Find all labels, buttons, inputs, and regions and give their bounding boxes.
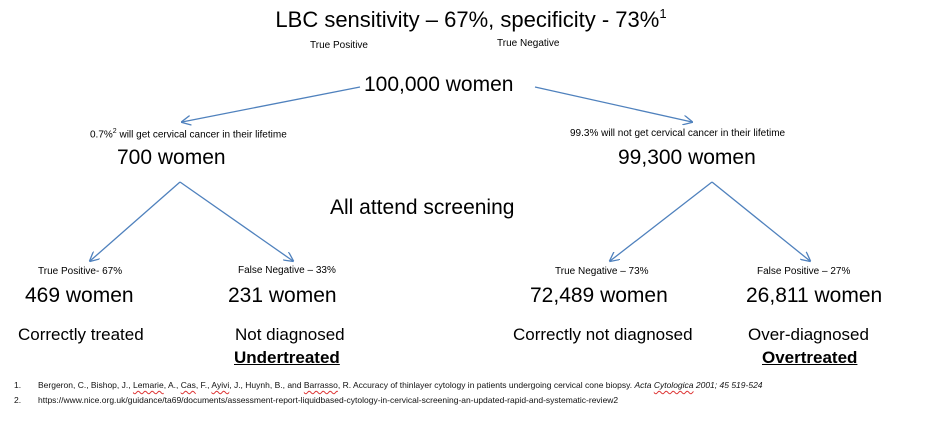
- ref1-part: , F.,: [195, 380, 212, 390]
- diagram-title: LBC sensitivity – 67%, specificity - 73%…: [0, 6, 942, 33]
- ref1-part: Bergeron, C., Bishop, J.,: [38, 380, 133, 390]
- arrow-root-left: [182, 86, 361, 122]
- ref1-part: , A.,: [163, 380, 181, 390]
- ref1-part: Barrasso: [303, 380, 338, 390]
- true-positive-caption: True Positive: [310, 40, 368, 51]
- fn-outcome: Not diagnosed: [235, 325, 345, 344]
- reference-2: 2. https://www.nice.org.uk/guidance/ta69/…: [14, 395, 618, 405]
- left-note-footnote: 2: [112, 128, 117, 135]
- left-branch-note: 0.7%2 will get cervical cancer in their …: [90, 128, 287, 140]
- ref1-part: Ayivi: [211, 380, 230, 390]
- reference-2-url: https://www.nice.org.uk/guidance/ta69/do…: [38, 395, 619, 405]
- true-negative-caption: True Negative: [497, 38, 560, 49]
- fp-outcome: Over-diagnosed: [748, 325, 869, 344]
- fp-emphasis: Overtreated: [762, 348, 858, 367]
- left-note-percent: 0.7%: [90, 129, 113, 141]
- left-note-text: will get cervical cancer in their lifeti…: [116, 129, 287, 141]
- arrow-left-fn: [179, 181, 293, 261]
- fp-header: False Positive – 27%: [757, 266, 851, 277]
- ref1-journal: Acta: [634, 380, 654, 390]
- right-branch-count: 99,300 women: [618, 146, 756, 169]
- tp-count: 469 women: [25, 284, 134, 307]
- tn-header: True Negative – 73%: [555, 266, 649, 277]
- title-footnote-mark: 1: [659, 6, 667, 21]
- ref1-part: , R. Accuracy of thinlayer cytology in p…: [337, 380, 635, 390]
- ref1-part: Cas: [180, 380, 196, 390]
- arrow-right-fp: [711, 181, 810, 261]
- tp-header: True Positive- 67%: [38, 266, 123, 277]
- left-branch-count: 700 women: [117, 146, 226, 169]
- reference-1-number: 1.: [14, 380, 22, 390]
- arrow-root-right: [534, 86, 692, 122]
- fn-count: 231 women: [228, 284, 337, 307]
- title-text: LBC sensitivity – 67%, specificity - 73%: [275, 7, 660, 32]
- reference-1: 1. Bergeron, C., Bishop, J., Lemarie, A.,…: [14, 380, 763, 390]
- tn-outcome: Correctly not diagnosed: [513, 325, 693, 344]
- root-node-label: 100,000 women: [364, 73, 514, 96]
- ref1-part: Lemarie: [132, 380, 164, 390]
- ref1-journal: 2001; 45 519-524: [693, 380, 763, 390]
- tn-count: 72,489 women: [530, 284, 668, 307]
- arrow-left-tp: [90, 181, 181, 261]
- reference-2-number: 2.: [14, 395, 22, 405]
- ref1-journal: Cytologica: [653, 380, 694, 390]
- arrow-right-tn: [610, 181, 713, 261]
- fp-count: 26,811 women: [746, 284, 883, 307]
- screening-label: All attend screening: [330, 196, 515, 219]
- fn-emphasis: Undertreated: [234, 348, 340, 367]
- tp-outcome: Correctly treated: [18, 325, 144, 344]
- right-branch-note: 99.3% will not get cervical cancer in th…: [570, 128, 786, 139]
- ref1-part: , J., Huynh, B., and: [229, 380, 304, 390]
- fn-header: False Negative – 33%: [238, 265, 336, 276]
